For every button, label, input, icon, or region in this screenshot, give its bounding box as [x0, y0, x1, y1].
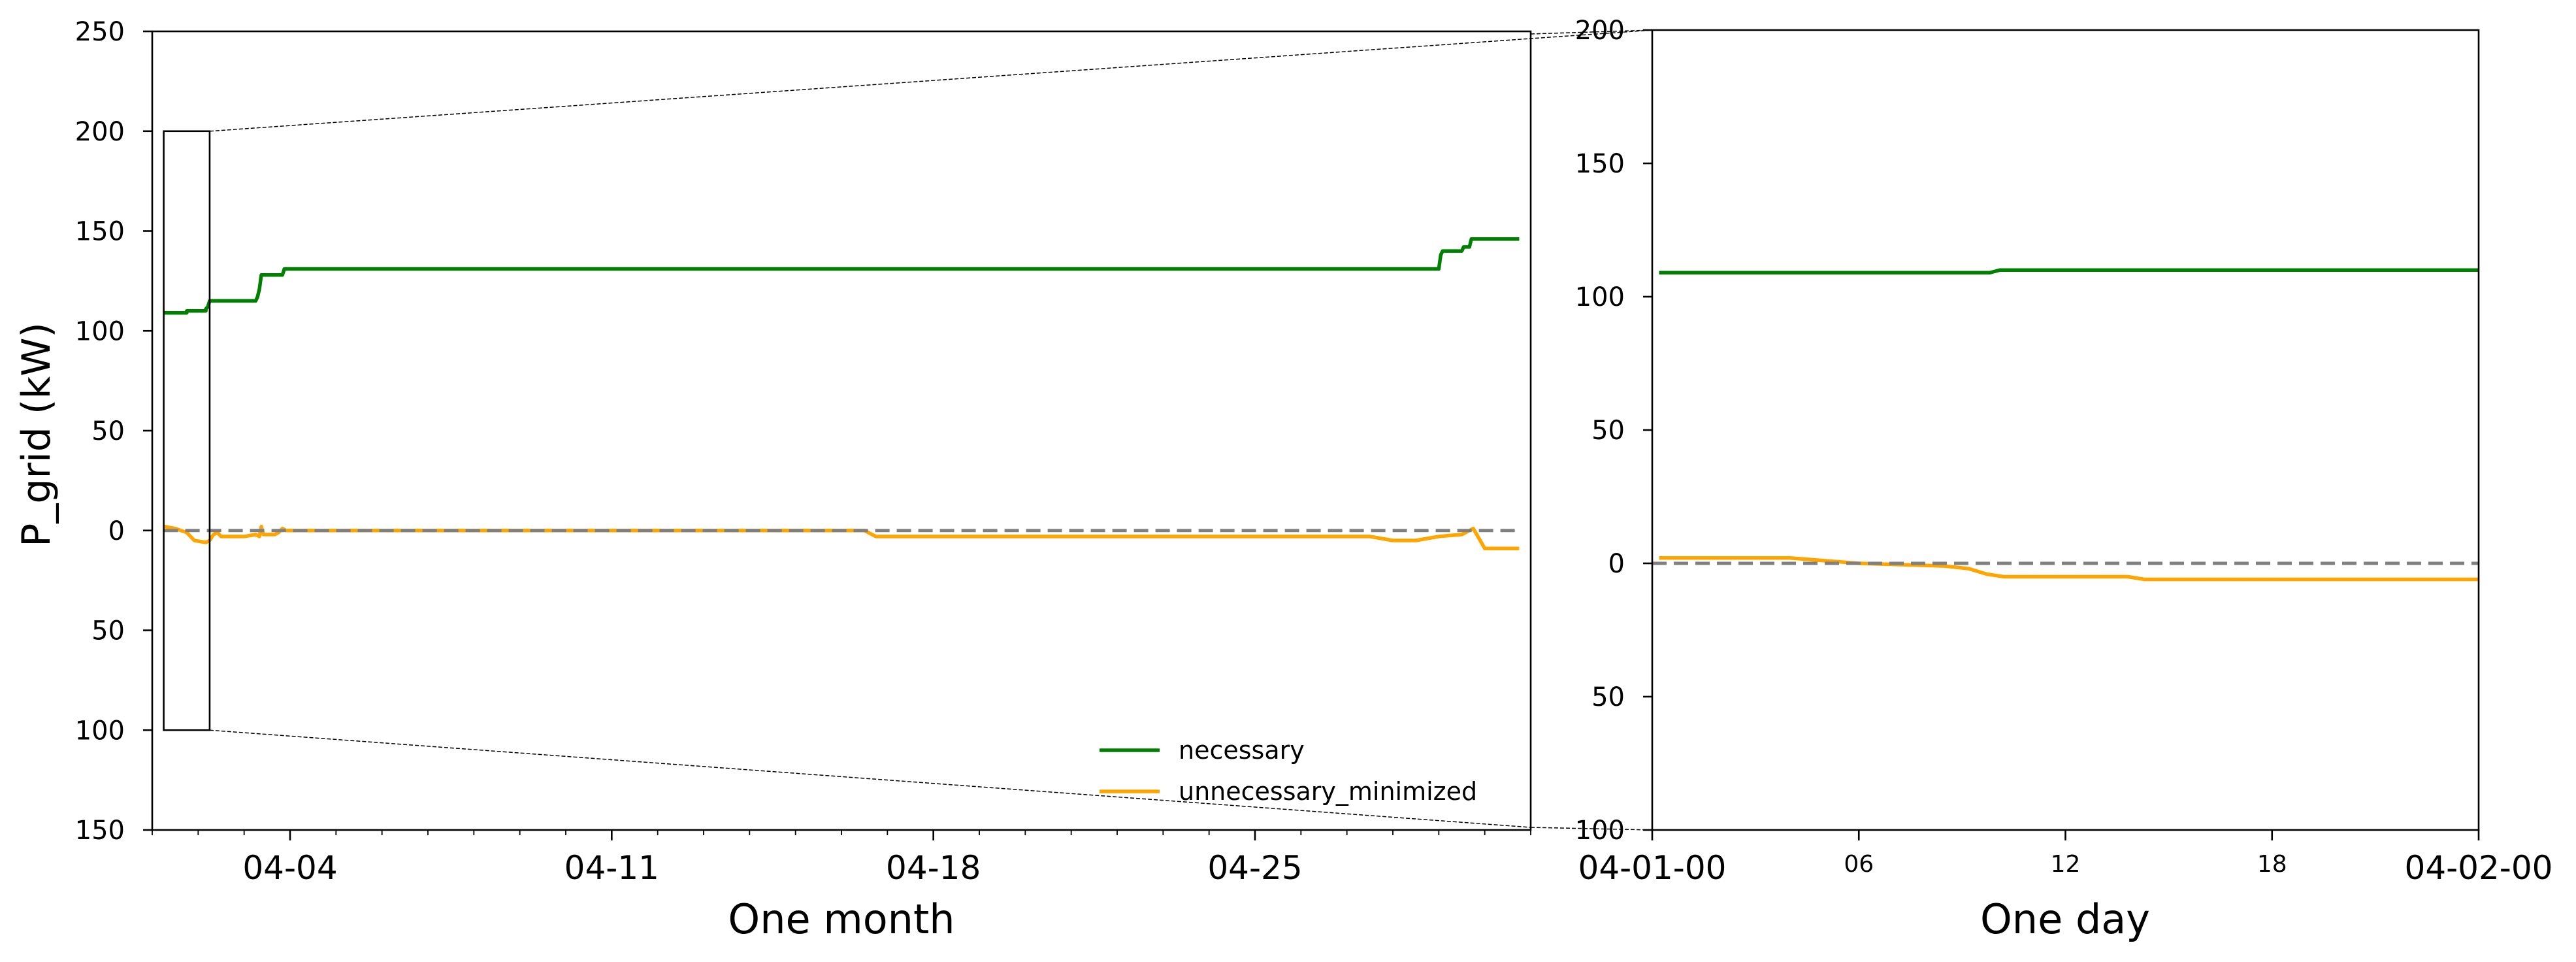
month-x-tick-label: 04-18	[886, 849, 981, 887]
month-x-tick-label: 04-11	[564, 849, 659, 887]
day-y-ticks: 200 150 100 50 0 50 100	[1575, 16, 1652, 846]
y-axis-title: P_grid (kW)	[14, 322, 59, 547]
month-x-ticks: 04-04 04-11 04-18 04-25	[152, 830, 1531, 887]
month-y-tick-label: 100	[75, 716, 125, 746]
month-y-tick-label: 50	[91, 416, 125, 446]
zoom-connector-bottom	[209, 729, 1531, 828]
day-y-tick-label: 200	[1575, 16, 1625, 46]
day-y-tick-label: 100	[1575, 816, 1625, 846]
day-x-tick-label: 04-02-00	[2405, 849, 2553, 887]
month-x-tick-label: 04-04	[242, 849, 337, 887]
day-panel: 200 150 100 50 0 50 100 04-01-00 06 12 18 04-02-00…	[1575, 16, 2553, 943]
day-y-tick-label: 100	[1575, 282, 1625, 312]
zoom-box	[163, 130, 211, 731]
month-y-tick-label: 150	[75, 816, 125, 846]
day-y-tick-label: 0	[1608, 549, 1625, 579]
day-y-tick-label: 150	[1575, 149, 1625, 179]
legend: necessary unnecessary_minimized	[1100, 736, 1477, 806]
day-x-tick-label: 12	[2051, 851, 2081, 878]
month-x-axis-title: One month	[728, 895, 954, 943]
day-series-group	[1652, 268, 2479, 582]
month-y-ticks: 250 200 150 100 50 0 50 100 150	[75, 17, 152, 846]
month-y-tick-label: 150	[75, 217, 125, 247]
day-y-tick-label: 50	[1591, 416, 1625, 446]
month-y-tick-label: 200	[75, 117, 125, 147]
month-x-tick-label: 04-25	[1207, 849, 1302, 887]
day-x-tick-label: 18	[2257, 851, 2287, 878]
month-y-tick-label: 250	[75, 17, 125, 47]
zoom-connectors	[209, 29, 1653, 831]
zoom-connector-top-frame	[1530, 29, 1653, 35]
day-series-necessary	[1659, 268, 2479, 275]
day-x-axis-title: One day	[1980, 895, 2150, 943]
month-y-tick-label: 100	[75, 316, 125, 346]
legend-label-necessary: necessary	[1179, 736, 1305, 765]
month-series-necessary	[163, 237, 1520, 315]
day-series-unnecessary-minimized	[1659, 556, 2479, 582]
zoom-connector-bottom-frame	[1530, 827, 1653, 831]
month-y-tick-label: 50	[91, 616, 125, 646]
day-y-tick-label: 50	[1591, 682, 1625, 712]
zoom-box-group	[163, 130, 211, 731]
day-x-tick-label: 04-01-00	[1578, 849, 1727, 887]
day-x-tick-label: 06	[1844, 851, 1874, 878]
legend-label-unnecessary-minimized: unnecessary_minimized	[1179, 777, 1477, 806]
month-y-tick-label: 0	[108, 516, 125, 546]
day-x-ticks: 04-01-00 06 12 18 04-02-00	[1578, 830, 2553, 887]
